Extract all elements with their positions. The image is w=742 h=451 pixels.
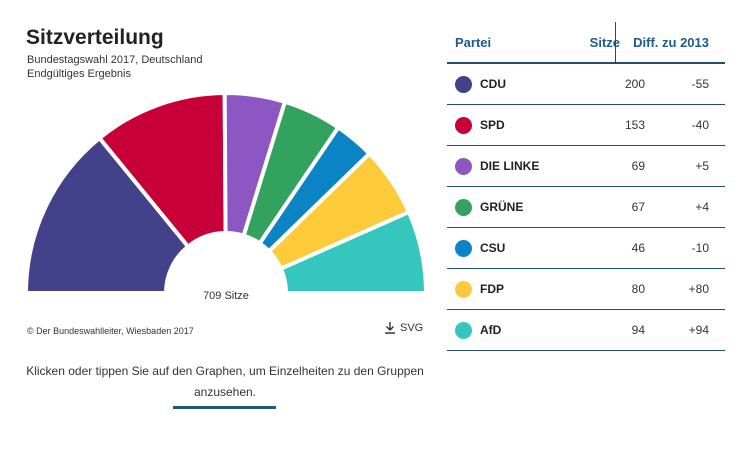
party-seats: 200 [624, 77, 645, 91]
table-row[interactable]: AfD 94 +94 [447, 310, 725, 351]
copyright-note: © Der Bundeswahlleiter, Wiesbaden 2017 [27, 326, 194, 336]
party-seats: 80 [631, 282, 645, 296]
party-diff: +5 [695, 159, 709, 173]
table-row[interactable]: SPD 153 -40 [447, 105, 725, 146]
party-diff: -10 [691, 241, 709, 255]
header-diff: Diff. zu 2013 [633, 34, 709, 50]
party-color-dot [455, 157, 472, 175]
seat-distribution-chart[interactable] [20, 88, 432, 308]
party-seats: 67 [631, 200, 645, 214]
chart-title: Sitzverteilung [26, 26, 164, 49]
header-party: Partei [455, 34, 492, 50]
header-divider [615, 22, 616, 62]
party-diff: +4 [695, 200, 709, 214]
party-seats: 69 [631, 159, 645, 173]
table-row[interactable]: CSU 46 -10 [447, 228, 725, 269]
total-seats-label: 709 Sitze [203, 290, 249, 302]
party-name: GRÜNE [480, 200, 524, 214]
party-diff: -40 [691, 118, 709, 132]
hint-underline [173, 406, 276, 409]
table-row[interactable]: CDU 200 -55 [447, 64, 725, 105]
party-color-dot [455, 239, 472, 257]
subtitle-status: Endgültiges Ergebnis [27, 68, 131, 80]
download-svg-button[interactable]: SVG [384, 321, 423, 334]
party-color-dot [455, 321, 472, 339]
results-table: Partei Sitze Diff. zu 2013 CDU 200 -55 SPD 1… [447, 22, 725, 351]
party-diff: +94 [688, 323, 709, 337]
party-color-dot [455, 116, 472, 134]
party-seats: 153 [624, 118, 645, 132]
header-seats: Sitze [589, 34, 620, 50]
party-color-dot [455, 198, 472, 216]
party-color-dot [455, 280, 472, 298]
interaction-hint: Klicken oder tippen Sie auf den Graphen,… [26, 364, 424, 399]
party-name: AfD [480, 323, 502, 337]
table-header: Partei Sitze Diff. zu 2013 [447, 22, 725, 64]
table-row[interactable]: FDP 80 +80 [447, 269, 725, 310]
party-name: CSU [480, 241, 506, 255]
party-color-dot [455, 75, 472, 93]
party-name: SPD [480, 118, 505, 132]
subtitle-election: Bundestagswahl 2017, Deutschland [27, 54, 203, 66]
party-name: FDP [480, 282, 504, 296]
party-diff: +80 [688, 282, 709, 296]
party-diff: -55 [691, 77, 709, 91]
table-row[interactable]: DIE LINKE 69 +5 [447, 146, 725, 187]
download-icon [385, 322, 395, 334]
download-svg-label: SVG [400, 321, 424, 334]
party-name: CDU [480, 77, 506, 91]
party-name: DIE LINKE [480, 159, 540, 173]
party-seats: 94 [631, 323, 645, 337]
chart-subtitle: Bundestagswahl 2017, Deutschland Endgült… [27, 53, 203, 81]
chart-center-hole [166, 233, 286, 308]
party-seats: 46 [631, 241, 645, 255]
table-row[interactable]: GRÜNE 67 +4 [447, 187, 725, 228]
table-body: CDU 200 -55 SPD 153 -40 DIE LINKE 69 +5 GRÜNE 67 +4… [447, 64, 725, 351]
